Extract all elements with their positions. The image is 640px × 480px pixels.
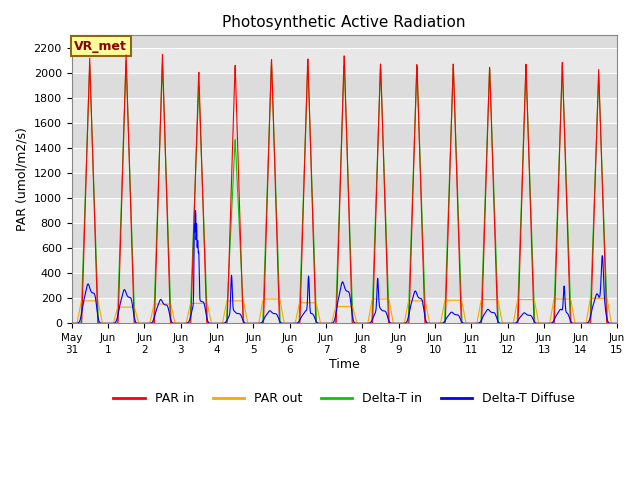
Bar	[72, 98, 617, 123]
Delta-T in	[122, 57, 130, 63]
X-axis label: Time: Time	[329, 358, 360, 371]
PAR in	[220, 321, 228, 326]
Line: PAR out: PAR out	[72, 299, 617, 324]
PAR in	[613, 321, 621, 326]
Bar	[72, 48, 617, 73]
Legend: PAR in, PAR out, Delta-T in, Delta-T Diffuse: PAR in, PAR out, Delta-T in, Delta-T Dif…	[108, 387, 580, 410]
PAR in	[360, 321, 368, 326]
PAR out	[360, 321, 367, 326]
PAR in	[159, 51, 166, 57]
Delta-T Diffuse	[220, 320, 228, 326]
Delta-T in	[360, 321, 368, 326]
PAR out	[564, 296, 572, 302]
Line: Delta-T in: Delta-T in	[72, 60, 617, 324]
Delta-T in	[68, 321, 76, 326]
Y-axis label: PAR (umol/m2/s): PAR (umol/m2/s)	[15, 128, 28, 231]
Delta-T in	[580, 321, 588, 326]
Title: Photosynthetic Active Radiation: Photosynthetic Active Radiation	[223, 15, 466, 30]
PAR out	[502, 321, 510, 326]
PAR in	[503, 321, 511, 326]
PAR out	[586, 296, 594, 301]
Delta-T Diffuse	[565, 313, 573, 319]
PAR in	[565, 273, 573, 279]
Text: VR_met: VR_met	[74, 40, 127, 53]
PAR out	[372, 296, 380, 302]
Bar	[72, 299, 617, 324]
Delta-T in	[503, 321, 511, 326]
Delta-T in	[372, 200, 380, 206]
PAR in	[580, 321, 588, 326]
Delta-T Diffuse	[191, 208, 199, 214]
Delta-T Diffuse	[372, 307, 380, 313]
PAR out	[613, 321, 621, 326]
Delta-T in	[565, 256, 573, 262]
Delta-T Diffuse	[580, 321, 588, 326]
PAR in	[372, 211, 380, 216]
Delta-T in	[613, 321, 621, 326]
Delta-T Diffuse	[360, 321, 368, 326]
PAR in	[68, 321, 76, 326]
Line: Delta-T Diffuse: Delta-T Diffuse	[72, 211, 617, 324]
Bar	[72, 148, 617, 173]
Line: PAR in: PAR in	[72, 54, 617, 324]
PAR out	[580, 321, 588, 326]
Delta-T Diffuse	[613, 321, 621, 326]
Delta-T Diffuse	[503, 321, 511, 326]
Bar	[72, 198, 617, 223]
PAR out	[220, 314, 227, 320]
Bar	[72, 248, 617, 273]
PAR out	[68, 321, 76, 326]
Delta-T in	[220, 321, 228, 326]
Delta-T Diffuse	[68, 321, 76, 326]
